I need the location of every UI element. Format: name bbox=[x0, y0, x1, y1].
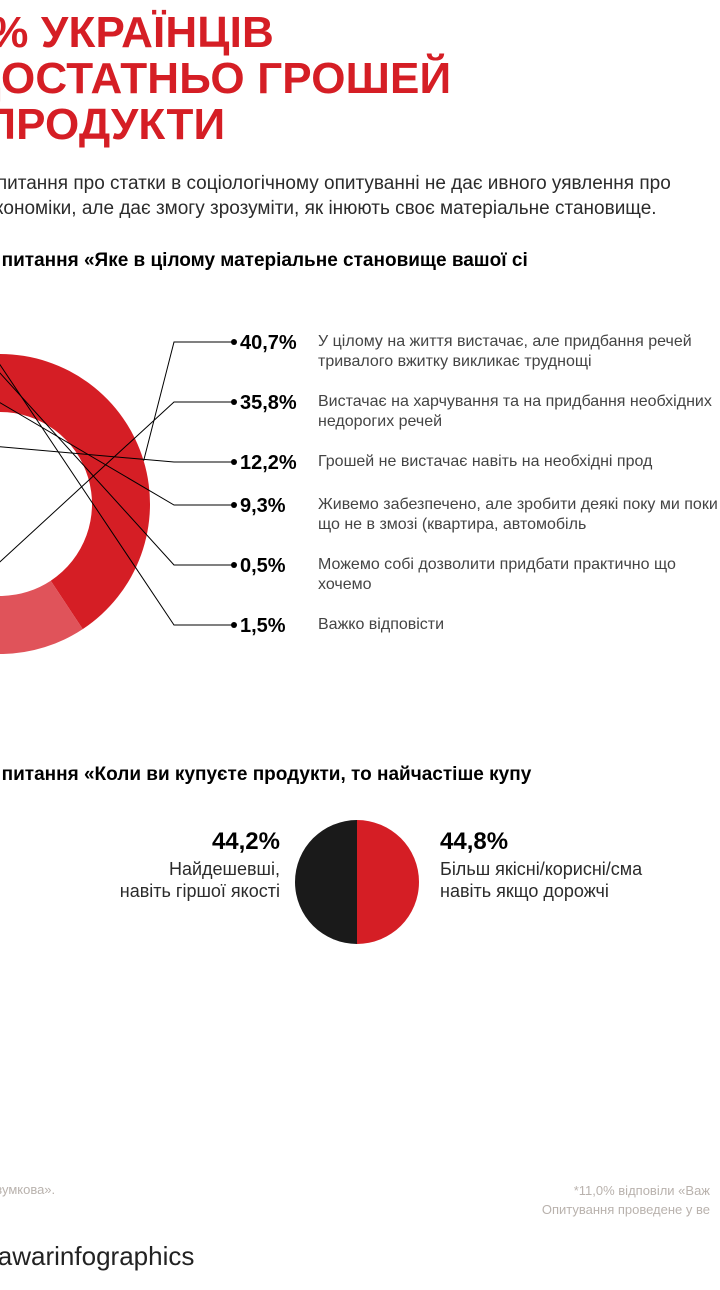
legend-pct: 9,3% bbox=[240, 495, 304, 518]
split-slice-left bbox=[295, 820, 357, 944]
channel-link: me/uawarinfographics bbox=[0, 1241, 194, 1272]
split-slice-right bbox=[357, 820, 419, 944]
intro-text: ідь на питання про статки в соціологічно… bbox=[0, 171, 700, 222]
legend-desc: У цілому на життя вистачає, але придбанн… bbox=[318, 332, 720, 372]
split-left-text: Найдешевші,навіть гіршої якості bbox=[120, 858, 280, 903]
legend-row: 1,5% Важко відповісти bbox=[240, 615, 720, 638]
leader-dot bbox=[231, 339, 237, 345]
leader-dot bbox=[231, 399, 237, 405]
donut-chart bbox=[0, 314, 170, 719]
leader-dot bbox=[231, 459, 237, 465]
split-pie bbox=[295, 820, 419, 949]
leader-dot bbox=[231, 562, 237, 568]
legend-pct: 35,8% bbox=[240, 392, 304, 415]
legend-row: 40,7% У цілому на життя вистачає, але при… bbox=[240, 332, 720, 372]
legend-desc: Можемо собі дозволити придбати практично… bbox=[318, 555, 720, 595]
legend-pct: 40,7% bbox=[240, 332, 304, 355]
headline-line2: ЕДОСТАТНЬО ГРОШЕЙ bbox=[0, 56, 720, 102]
legend-desc: Важко відповісти bbox=[318, 615, 444, 635]
footer: Центр Разумкова». *11,0% відповіли «Важ … bbox=[0, 1182, 720, 1220]
split-right-text: Більш якісні/корисні/сманавіть якщо доро… bbox=[440, 858, 642, 903]
split-left-label: 44,2% Найдешевші,навіть гіршої якості bbox=[120, 828, 280, 903]
legend-row: 9,3% Живемо забезпечено, але зробити деяк… bbox=[240, 495, 720, 535]
question2-label: ідь на питання «Коли ви купуєте продукти… bbox=[0, 764, 720, 786]
split-right-label: 44,8% Більш якісні/корисні/сманавіть якщ… bbox=[440, 828, 642, 903]
legend-pct: 1,5% bbox=[240, 615, 304, 638]
question1-label: ідь на питання «Яке в цілому матеріальне… bbox=[0, 250, 720, 272]
footer-note1: *11,0% відповіли «Важ bbox=[542, 1182, 710, 1201]
legend-pct: 0,5% bbox=[240, 555, 304, 578]
leader-dot bbox=[231, 502, 237, 508]
footer-source: Центр Разумкова». bbox=[0, 1182, 55, 1197]
donut-legend: 40,7% У цілому на життя вистачає, але при… bbox=[240, 332, 720, 658]
legend-row: 35,8% Вистачає на харчування та на придба… bbox=[240, 392, 720, 432]
legend-row: 12,2% Грошей не вистачає навіть на необхі… bbox=[240, 452, 720, 475]
split-chart-area: 44,2% Найдешевші,навіть гіршої якості 44… bbox=[0, 810, 720, 990]
split-left-pct: 44,2% bbox=[120, 828, 280, 856]
legend-desc: Вистачає на харчування та на придбання н… bbox=[318, 392, 720, 432]
legend-desc: Грошей не вистачає навіть на необхідні п… bbox=[318, 452, 652, 472]
footer-note2: Опитування проведене у ве bbox=[542, 1201, 710, 1220]
headline: 12% УКРАЇНЦІВ ЕДОСТАТНЬО ГРОШЕЙ А ПРОДУК… bbox=[0, 10, 720, 149]
leader-dot bbox=[231, 622, 237, 628]
headline-line1: 12% УКРАЇНЦІВ bbox=[0, 10, 720, 56]
split-right-pct: 44,8% bbox=[440, 828, 642, 856]
donut-chart-area: 40,7% У цілому на життя вистачає, але при… bbox=[0, 284, 720, 754]
donut-slice bbox=[0, 354, 150, 629]
footer-notes: *11,0% відповіли «Важ Опитування проведе… bbox=[542, 1182, 710, 1220]
headline-line3: А ПРОДУКТИ bbox=[0, 102, 720, 148]
legend-desc: Живемо забезпечено, але зробити деякі по… bbox=[318, 495, 720, 535]
legend-row: 0,5% Можемо собі дозволити придбати практ… bbox=[240, 555, 720, 595]
legend-pct: 12,2% bbox=[240, 452, 304, 475]
